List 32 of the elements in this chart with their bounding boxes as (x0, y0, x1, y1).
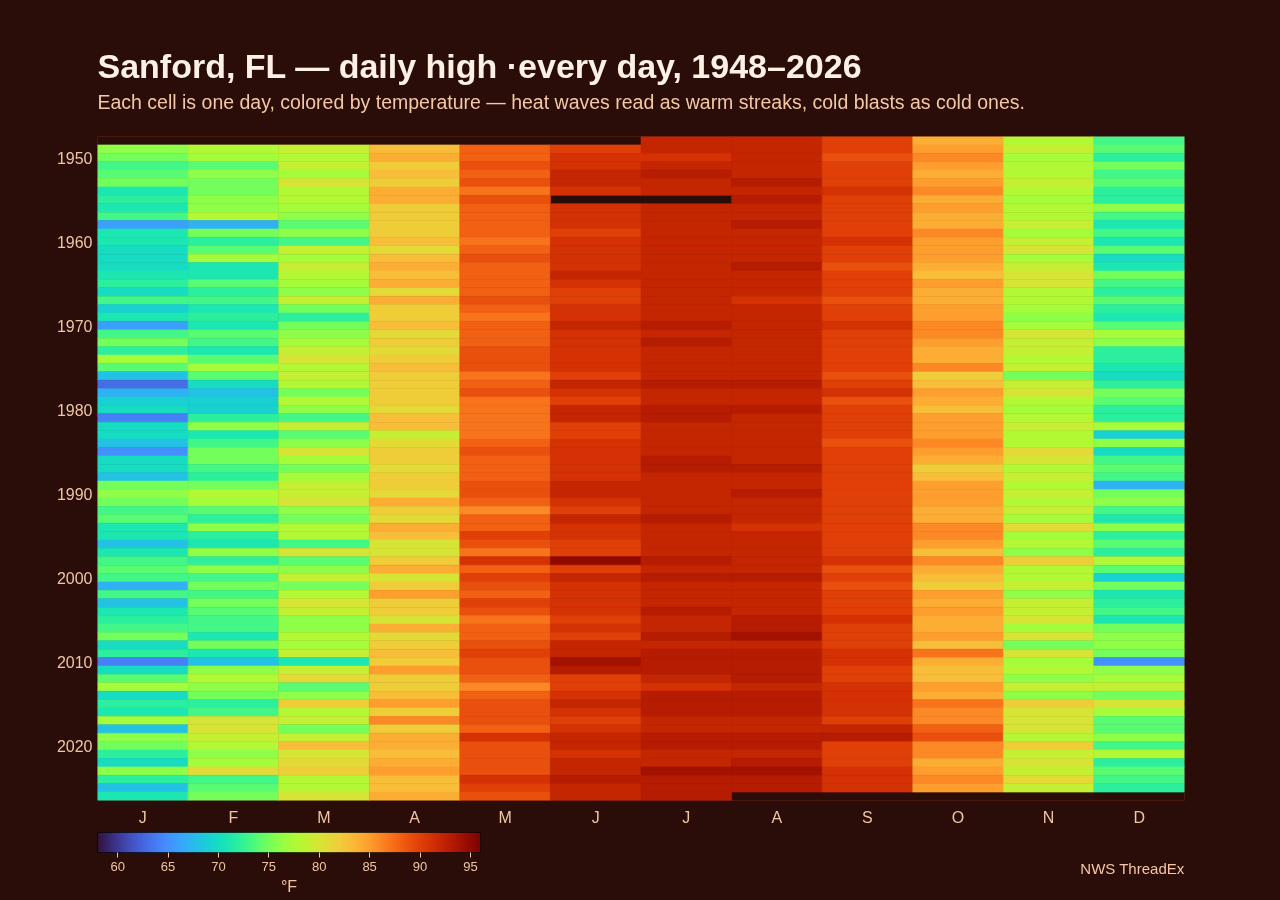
y-tick-label: 2020 (56, 737, 93, 755)
y-tick-label: 1980 (56, 401, 93, 419)
x-tick-label: J (138, 808, 147, 826)
color-bar-title: °F (280, 877, 298, 895)
y-tick-label: 1950 (56, 149, 93, 167)
x-tick-label: O (951, 808, 965, 826)
x-tick-label: J (682, 808, 691, 826)
x-tick-label: N (1042, 808, 1055, 826)
x-tick-label: J (591, 808, 600, 826)
x-tick-label: A (771, 808, 783, 826)
x-tick-label: D (1133, 808, 1145, 826)
x-tick-label: S (862, 808, 873, 826)
color-bar-label: 65 (160, 858, 176, 874)
chart-title: Sanford, FL — daily high ·every day, 1948–2026 (97, 46, 862, 85)
x-tick-label: F (228, 808, 239, 826)
y-tick-label: 2000 (56, 569, 93, 587)
color-bar-label: 90 (412, 858, 428, 874)
chart-subtitle: Each cell is one day, colored by temperature — heat waves read as warm streaks, cold blasts as cold ones. (97, 90, 1025, 113)
x-tick-label: A (409, 808, 421, 826)
color-bar-label: 75 (261, 858, 277, 874)
color-bar-label: 85 (362, 858, 377, 874)
color-bar-label: 60 (110, 858, 125, 874)
y-tick-label: 1960 (56, 233, 93, 251)
y-tick-label: 1990 (56, 485, 93, 503)
color-bar-label: 80 (312, 858, 327, 874)
x-tick-label: M (317, 808, 331, 826)
x-tick-label: M (498, 808, 512, 826)
color-bar-label: 95 (463, 858, 478, 874)
y-tick-label: 2010 (56, 653, 93, 671)
text: NWS ThreadEx (1080, 859, 1185, 877)
y-tick-label: 1970 (56, 317, 93, 335)
color-bar-label: 70 (211, 858, 226, 874)
